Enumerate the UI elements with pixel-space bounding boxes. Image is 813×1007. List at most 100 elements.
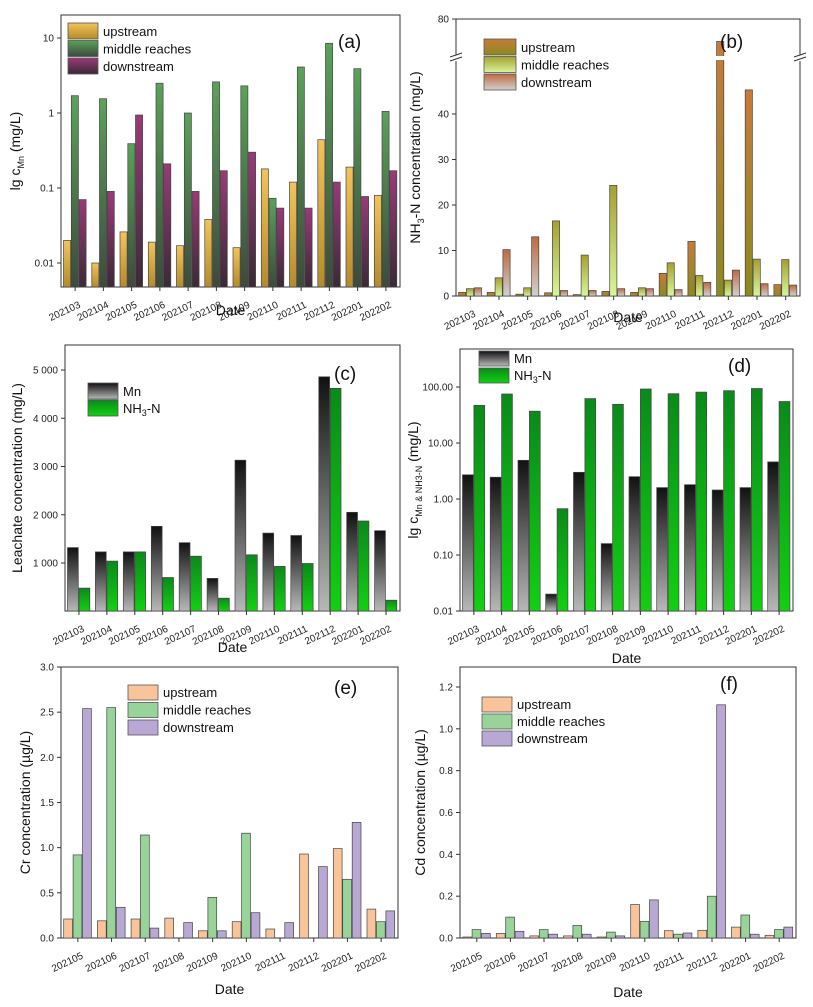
x-tick-label: 202111 — [275, 300, 309, 324]
bar-nh3-n-202104 — [106, 560, 119, 612]
bar-upstream-202103 — [63, 240, 71, 288]
bar-nh3-n-202201 — [751, 388, 763, 612]
x-tick-label: 202110 — [219, 951, 254, 975]
bar-mn-202104 — [489, 476, 502, 612]
x-tick-label: 202105 — [500, 309, 535, 333]
bar-downstream-202112 — [332, 181, 341, 288]
x-tick-label: 202202 — [752, 951, 787, 975]
legend-swatch — [481, 696, 513, 713]
bar-downstream-202202 — [783, 926, 794, 939]
x-tick-label: 202107 — [516, 951, 551, 975]
bar-middle-reaches-202104 — [494, 277, 503, 297]
legend-label-sub: 3 — [142, 408, 147, 418]
legend-label: upstream — [517, 697, 571, 712]
bar-downstream-202108 — [219, 170, 228, 288]
bar-mn-202109 — [628, 476, 641, 612]
bar-upstream-202202 — [366, 908, 377, 939]
bar-middle-reaches-202107 — [538, 929, 549, 939]
y-tick-label: 4 000 — [33, 414, 58, 425]
bar-mn-202108 — [206, 578, 219, 612]
y-tick-label: 2.0 — [40, 753, 54, 764]
x-tick-label: 202110 — [247, 624, 282, 648]
bar-upstream-202112 — [317, 139, 326, 288]
legend-swatch — [483, 56, 517, 73]
x-tick-label: 202105 — [50, 951, 85, 975]
bar-upstream-202109 — [198, 930, 208, 939]
bar-middle-reaches-202103 — [466, 288, 474, 297]
axis-break-gap-right — [794, 55, 806, 61]
x-tick-label: 202106 — [132, 300, 167, 324]
bar-mn-202106 — [545, 593, 557, 612]
y-axis-title-main: lg c — [405, 517, 421, 539]
y-tick-label: 10 — [43, 34, 55, 45]
bar-middle-reaches-202202 — [774, 929, 784, 939]
y-tick-label: 1.2 — [439, 683, 453, 694]
plot-frame — [60, 14, 401, 288]
bar-downstream-202109 — [217, 930, 227, 939]
bar-mn-202105 — [122, 551, 135, 612]
y-tick-label: 20 — [438, 201, 450, 212]
y-tick-label: 2 000 — [33, 510, 58, 521]
bar-middle-reaches-202111 — [695, 275, 704, 297]
bar-nh3-n-202103 — [78, 587, 91, 612]
panel-label: (f) — [720, 674, 738, 695]
bar-downstream-202112 — [731, 269, 740, 297]
bar-nh3-n-202107 — [584, 398, 597, 612]
bar-upstream-202104 — [486, 292, 495, 297]
bar-downstream-202112 — [318, 866, 328, 939]
bar-downstream-202202 — [789, 284, 798, 297]
bar-downstream-202106 — [559, 290, 568, 297]
bar-downstream-202107 — [191, 191, 200, 288]
legend-swatch — [483, 38, 517, 56]
x-tick-label: 202110 — [618, 951, 653, 975]
bar-downstream-202107 — [588, 290, 597, 297]
axis-break-mark-left — [449, 52, 463, 58]
bar-nh3-n-202202 — [778, 401, 791, 612]
bar-middle-reaches-202112 — [706, 895, 717, 939]
bar-downstream-202201 — [351, 822, 362, 939]
bar-upstream-202108 — [563, 935, 573, 939]
y-axis-title-main: lg c — [7, 169, 23, 191]
x-tick-label: 202112 — [685, 951, 720, 975]
y-axis-title-tail: -N concentration (mg/L) — [407, 71, 423, 218]
x-tick-label: 202103 — [443, 309, 478, 333]
x-tick-label: 202107 — [160, 300, 195, 324]
y-axis-title-sub: Mn & NH3-N — [414, 466, 424, 517]
x-tick-label: 202202 — [751, 624, 786, 648]
y-tick-label: 5 000 — [33, 366, 58, 377]
bar-upstream-202201 — [332, 848, 343, 939]
legend-swatch — [478, 350, 510, 367]
plot-frame — [64, 344, 401, 612]
y-axis-title: lg cMn & NH3-N (mg/L) — [405, 421, 424, 538]
bar-downstream-202109 — [248, 151, 256, 288]
bar-middle-reaches-202105 — [127, 143, 136, 288]
x-tick-label: 202111 — [652, 951, 686, 975]
bar-mn-202107 — [178, 542, 191, 612]
legend-swatch — [67, 22, 99, 40]
x-tick-label: 202111 — [673, 309, 707, 333]
bar-nh3-n-202110 — [274, 566, 286, 612]
x-axis-title: Date — [613, 984, 643, 1000]
bar-middle-reaches-202107 — [183, 112, 192, 288]
y-tick-label: 1.5 — [40, 798, 54, 809]
bar-nh3-n-202108 — [612, 403, 624, 612]
x-tick-label: 202110 — [246, 300, 281, 324]
bar-upstream-202112 — [697, 929, 708, 939]
bar-upstream-202110 — [630, 904, 640, 939]
bar-middle-reaches-202109 — [207, 897, 218, 939]
x-tick-label: 202112 — [701, 309, 736, 333]
panel-label: (d) — [728, 356, 751, 377]
panel-label: (c) — [334, 364, 356, 385]
bar-upstream-202110 — [231, 921, 242, 939]
x-tick-label: 202201 — [718, 951, 753, 975]
bar-upstream-202111 — [687, 241, 696, 297]
bar-downstream-202106 — [163, 163, 172, 288]
x-tick-label: 202105 — [104, 300, 139, 324]
y-axis-title: NH3-N concentration (mg/L) — [407, 71, 426, 243]
bar-mn-202112 — [318, 376, 330, 612]
bar-downstream-202202 — [385, 910, 396, 939]
bar-upstream-202107 — [130, 918, 141, 939]
bar-downstream-202104 — [106, 191, 115, 288]
